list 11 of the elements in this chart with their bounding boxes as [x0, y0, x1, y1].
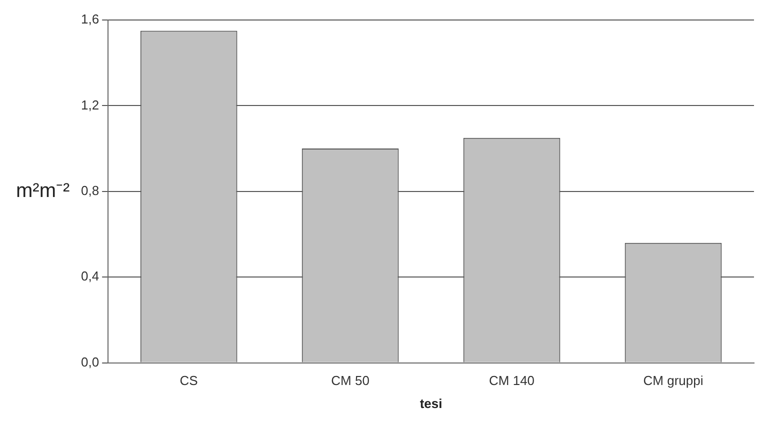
y-axis-title: m²m⁻² [16, 180, 70, 202]
x-tick-label: CM 140 [489, 373, 535, 388]
x-tick-label: CM gruppi [643, 373, 704, 388]
y-tick-label: 0,8 [80, 182, 100, 198]
y-tick-label: 1,6 [80, 12, 100, 27]
y-tick-label: 0,0 [80, 354, 100, 370]
x-tick-label: CM 50 [331, 373, 370, 388]
x-tick-label: CS [180, 373, 198, 388]
y-tick-label: 0,4 [80, 268, 100, 284]
x-axis-title: tesi [420, 396, 442, 411]
y-tick-label: 1,2 [80, 97, 100, 112]
